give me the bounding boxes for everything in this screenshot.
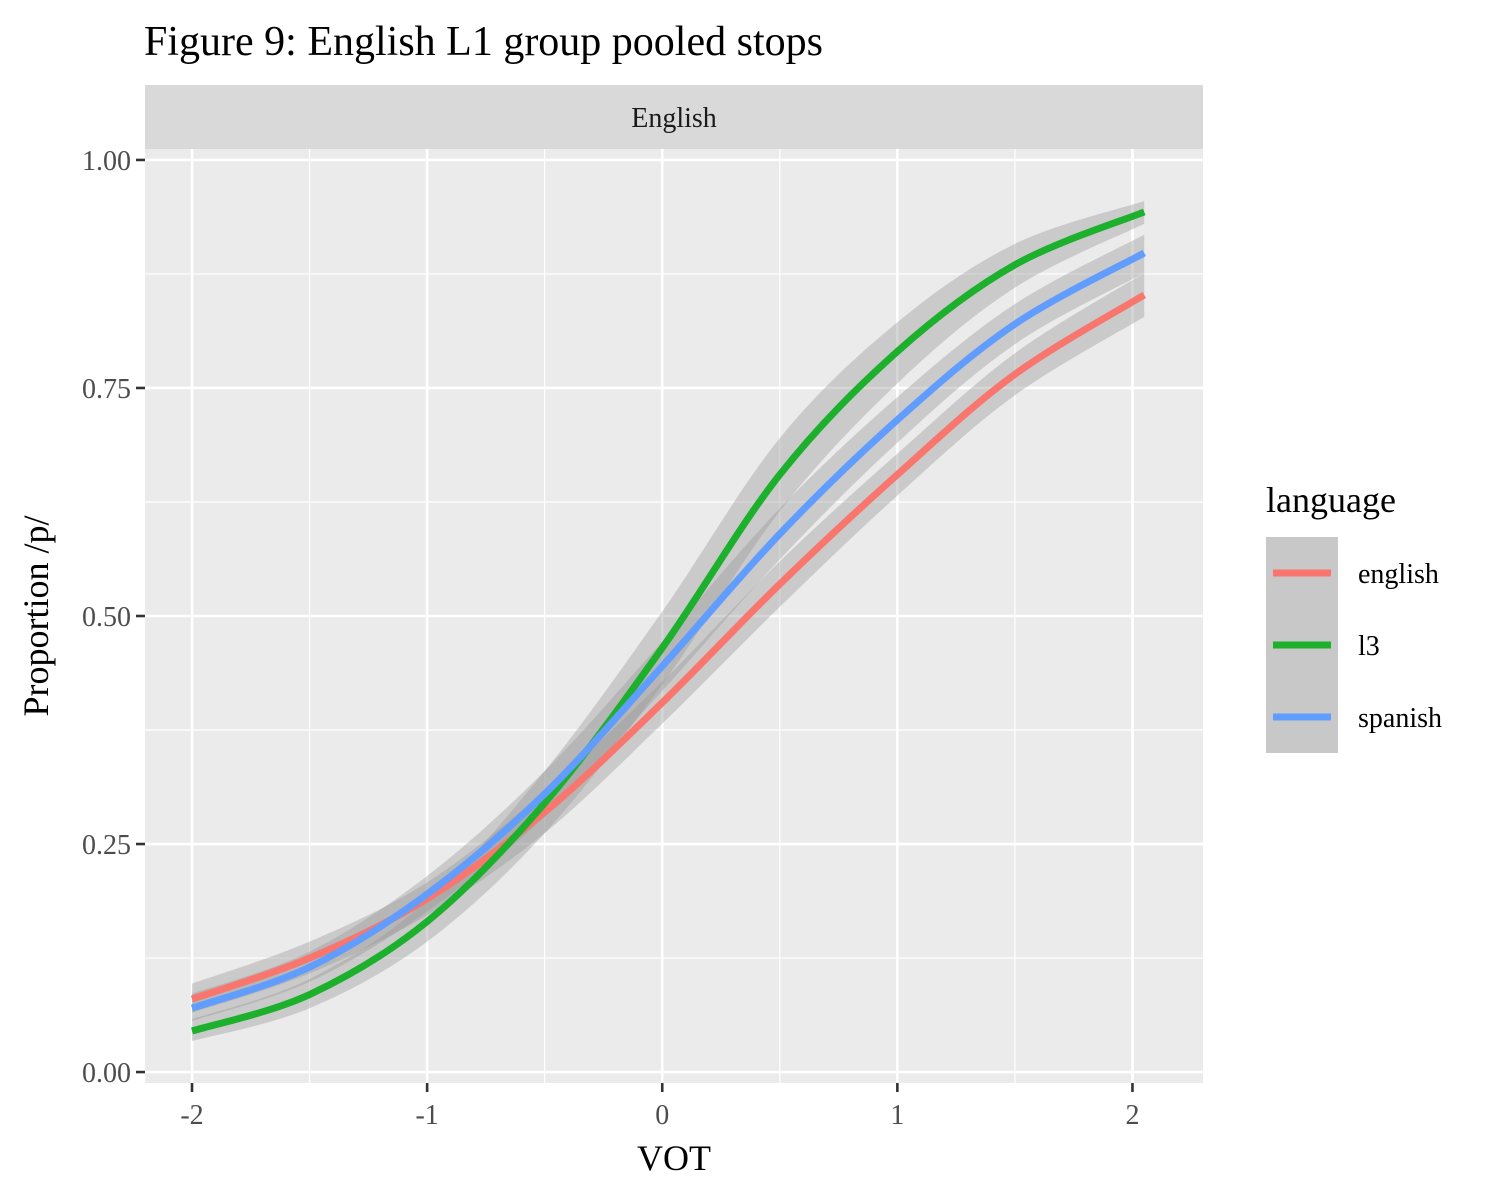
legend: language english l3 spanish [1266, 480, 1442, 753]
legend-title: language [1266, 480, 1396, 520]
confidence-band-l3 [192, 200, 1145, 1042]
legend-label-spanish: spanish [1358, 703, 1442, 734]
legend-label-english: english [1358, 559, 1439, 590]
facet-strip [145, 85, 1203, 149]
y-tick-label: 0.75 [82, 374, 131, 405]
y-tick-label: 0.25 [82, 830, 131, 861]
chart-title: Figure 9: English L1 group pooled stops [144, 19, 823, 65]
facet-label: English [631, 103, 717, 134]
x-axis-title: VOT [637, 1138, 711, 1178]
series-line-spanish [190, 249, 1146, 1012]
x-tick-label: -1 [415, 1100, 438, 1131]
fit-lines [190, 208, 1147, 1035]
y-tick-label: 0.50 [82, 602, 131, 633]
y-tick-label: 0.00 [82, 1058, 131, 1089]
x-tick-label: 2 [1125, 1100, 1139, 1131]
legend-keys: english l3 spanish [1266, 537, 1442, 753]
x-tick-label: 0 [655, 1100, 669, 1131]
legend-label-l3: l3 [1358, 631, 1380, 662]
confidence-band-spanish [192, 234, 1145, 1021]
x-tick-label: 1 [890, 1100, 904, 1131]
x-tick-label: -2 [180, 1100, 203, 1131]
y-axis-title: Proportion /p/ [16, 515, 56, 716]
y-tick-label: 1.00 [82, 146, 131, 177]
confidence-band-english [192, 273, 1145, 1013]
x-axis: -2 -1 0 1 2 [180, 1083, 1139, 1131]
series-line-english [190, 291, 1147, 1003]
confidence-bands [192, 200, 1145, 1042]
series-line-l3 [190, 208, 1146, 1035]
y-axis: 0.00 0.25 0.50 0.75 1.00 [82, 146, 145, 1089]
